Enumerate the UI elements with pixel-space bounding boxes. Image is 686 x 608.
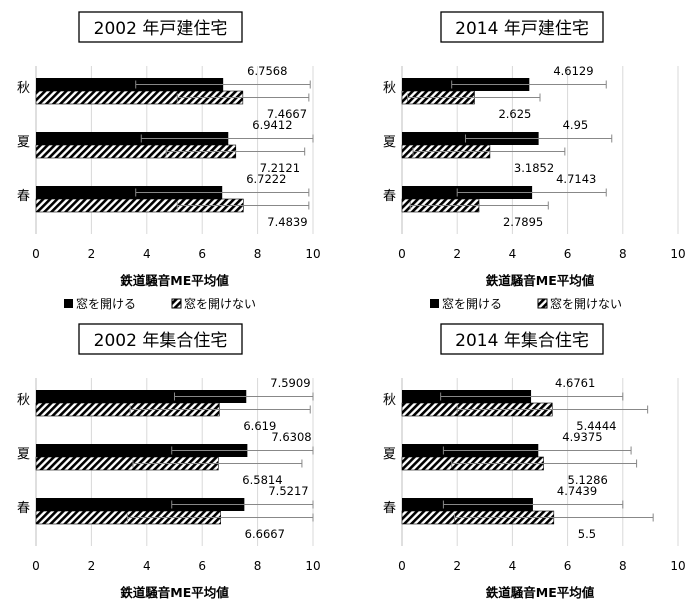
chart-title-box — [78, 11, 243, 43]
x-tick-label: 8 — [254, 247, 262, 261]
legend-swatch-solid — [64, 299, 73, 308]
chart-title: 2002 年集合住宅 — [94, 331, 228, 351]
data-label: 7.2121 — [260, 161, 300, 175]
data-label: 6.5814 — [242, 473, 282, 487]
x-axis-title: 鉄道騒音ME平均値 — [486, 273, 595, 288]
x-tick-label: 6 — [564, 559, 572, 573]
x-tick-label: 8 — [619, 247, 627, 261]
x-tick-label: 10 — [670, 559, 685, 573]
chart-title: 2014 年戸建住宅 — [455, 19, 589, 39]
data-label: 4.9375 — [562, 430, 602, 444]
x-tick-label: 6 — [198, 247, 206, 261]
data-label: 4.7439 — [557, 484, 597, 498]
category-label: 夏 — [383, 135, 396, 150]
x-tick-label: 4 — [509, 247, 517, 261]
category-label: 夏 — [17, 447, 30, 462]
data-label: 2.7895 — [503, 215, 543, 229]
category-label: 夏 — [17, 135, 30, 150]
data-label: 7.4667 — [267, 107, 307, 121]
legend-label: 窓を開ける — [442, 296, 502, 311]
data-label: 6.6667 — [245, 527, 285, 541]
category-label: 秋 — [17, 81, 30, 96]
data-label: 4.7143 — [556, 172, 596, 186]
x-tick-label: 4 — [143, 247, 151, 261]
x-tick-label: 8 — [619, 559, 627, 573]
legend-label: 窓を開けない — [550, 296, 622, 311]
data-label: 7.5909 — [270, 376, 310, 390]
chart-panel-3: 2014 年集合住宅0246810鉄道騒音ME平均値窓を開ける窓を開けない秋4.… — [383, 323, 686, 600]
x-tick-label: 6 — [198, 559, 206, 573]
category-label: 春 — [17, 501, 30, 516]
category-label: 春 — [383, 501, 396, 516]
data-label: 6.7568 — [247, 64, 287, 78]
x-tick-label: 10 — [305, 559, 320, 573]
bar-window-open — [36, 390, 247, 403]
legend-label: 窓を開ける — [76, 296, 136, 311]
bar-window-open — [36, 132, 229, 145]
category-label: 春 — [383, 189, 396, 204]
x-tick-label: 0 — [398, 247, 406, 261]
data-label: 7.5217 — [268, 484, 308, 498]
chart-title: 2002 年戸建住宅 — [94, 19, 228, 39]
legend-swatch-solid — [430, 299, 439, 308]
x-tick-label: 10 — [305, 247, 320, 261]
legend-swatch-hatch — [171, 298, 182, 309]
x-tick-label: 2 — [453, 559, 461, 573]
legend-swatch-hatch — [537, 298, 548, 309]
data-label: 5.1286 — [568, 473, 608, 487]
bar-window-open — [36, 186, 223, 199]
data-label: 4.95 — [563, 118, 589, 132]
chart-title-box — [440, 11, 604, 43]
category-label: 秋 — [383, 81, 396, 96]
x-tick-label: 0 — [32, 559, 40, 573]
x-tick-label: 2 — [88, 559, 96, 573]
x-tick-label: 6 — [564, 247, 572, 261]
x-tick-label: 4 — [509, 559, 517, 573]
x-tick-label: 4 — [143, 559, 151, 573]
data-label: 3.1852 — [514, 161, 554, 175]
data-label: 7.6308 — [271, 430, 311, 444]
bar-window-open — [36, 78, 224, 91]
data-label: 6.619 — [243, 419, 276, 433]
chart-panel-2: 2002 年集合住宅0246810鉄道騒音ME平均値窓を開ける窓を開けない秋7.… — [17, 323, 321, 600]
x-axis-title: 鉄道騒音ME平均値 — [120, 585, 229, 600]
category-label: 秋 — [383, 393, 396, 408]
legend-label: 窓を開けない — [184, 296, 256, 311]
data-label: 6.9412 — [252, 118, 292, 132]
data-label: 5.5 — [578, 527, 596, 541]
data-label: 5.4444 — [576, 419, 616, 433]
bar-window-open — [36, 498, 245, 511]
x-tick-label: 10 — [670, 247, 685, 261]
data-label: 4.6129 — [553, 64, 593, 78]
x-tick-label: 8 — [254, 559, 262, 573]
chart-title-box — [78, 323, 243, 355]
x-tick-label: 0 — [32, 247, 40, 261]
chart-title-box — [440, 323, 604, 355]
x-tick-label: 2 — [453, 247, 461, 261]
x-axis-title: 鉄道騒音ME平均値 — [120, 273, 229, 288]
category-label: 春 — [17, 189, 30, 204]
data-label: 7.4839 — [267, 215, 307, 229]
chart-title: 2014 年集合住宅 — [455, 331, 589, 351]
x-axis-title: 鉄道騒音ME平均値 — [486, 585, 595, 600]
category-label: 秋 — [17, 393, 30, 408]
bar-window-open — [36, 444, 248, 457]
category-label: 夏 — [383, 447, 396, 462]
data-label: 2.625 — [498, 107, 531, 121]
x-tick-label: 2 — [88, 247, 96, 261]
data-label: 6.7222 — [246, 172, 286, 186]
data-label: 4.6761 — [555, 376, 595, 390]
x-tick-label: 0 — [398, 559, 406, 573]
